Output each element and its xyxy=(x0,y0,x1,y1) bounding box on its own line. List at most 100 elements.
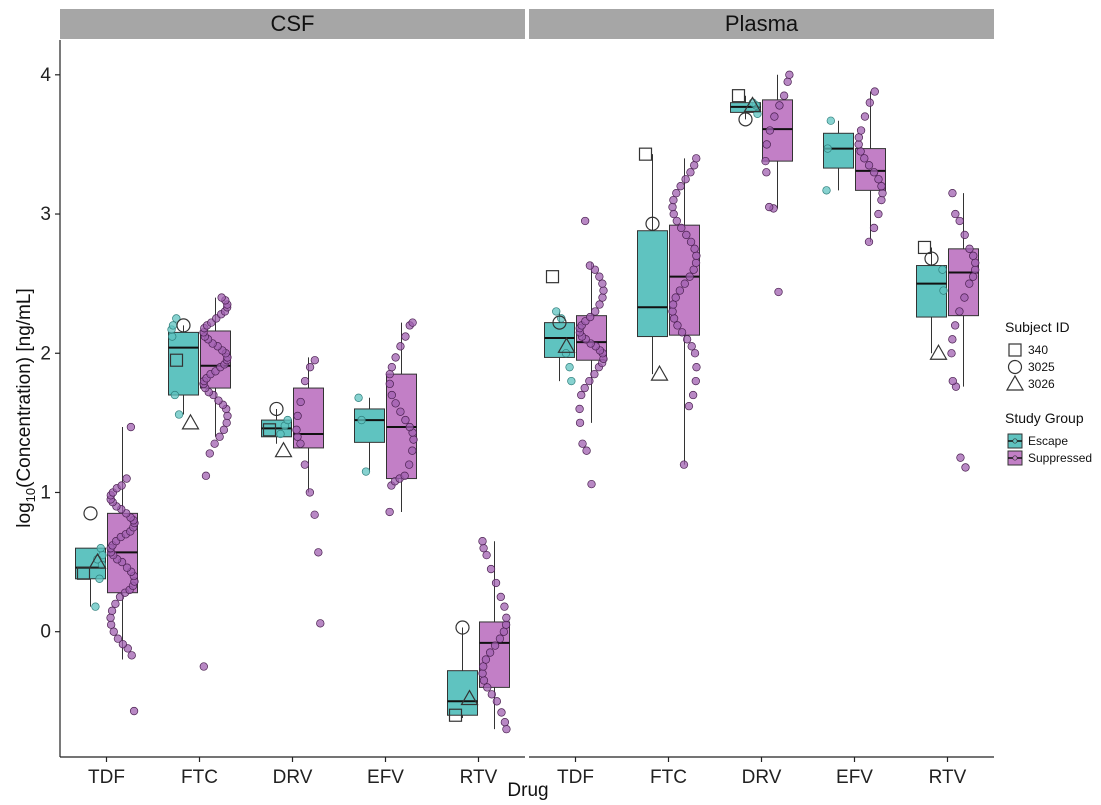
facet-label-plasma: Plasma xyxy=(725,11,799,36)
x-tick-label-rtv: RTV xyxy=(460,767,498,788)
point-csf-tdf-suppressed xyxy=(109,627,118,636)
box-plasma-efv-suppressed xyxy=(855,148,886,191)
point-plasma-efv-suppressed xyxy=(860,154,869,163)
point-csf-efv-suppressed xyxy=(385,369,394,379)
point-plasma-tdf-suppressed xyxy=(580,216,590,226)
facet-strip-plasma xyxy=(529,9,994,39)
point-csf-rtv-suppressed xyxy=(502,725,511,734)
point-csf-efv-suppressed xyxy=(396,342,405,351)
point-csf-rtv-suppressed xyxy=(492,697,502,706)
point-csf-rtv-suppressed xyxy=(478,537,487,546)
point-plasma-ftc-suppressed xyxy=(669,195,678,205)
point-plasma-ftc-suppressed xyxy=(668,307,677,316)
point-plasma-rtv-suppressed xyxy=(968,272,978,281)
point-plasma-ftc-suppressed xyxy=(669,209,678,219)
point-csf-drv-suppressed xyxy=(310,356,319,365)
point-csf-ftc-escape xyxy=(170,390,179,400)
x-tick-label-rtv: RTV xyxy=(929,767,967,788)
point-csf-drv-suppressed xyxy=(296,397,305,407)
point-plasma-tdf-suppressed xyxy=(585,376,594,386)
point-plasma-drv-suppressed xyxy=(785,70,794,79)
point-plasma-efv-suppressed xyxy=(877,182,886,191)
point-plasma-ftc-suppressed xyxy=(672,216,681,226)
point-plasma-tdf-suppressed xyxy=(577,390,586,400)
x-tick-label-efv: EFV xyxy=(367,767,404,788)
x-tick-label-tdf: TDF xyxy=(88,767,125,788)
point-plasma-drv-suppressed xyxy=(775,101,784,110)
point-plasma-tdf-suppressed xyxy=(575,418,585,428)
x-tick-label-ftc: FTC xyxy=(650,767,687,788)
subject-3026-marker xyxy=(181,413,200,430)
point-csf-ftc-escape xyxy=(174,410,184,419)
point-plasma-tdf-suppressed xyxy=(580,383,589,393)
legend-swatch-point xyxy=(1012,455,1018,461)
subject-3026-marker xyxy=(743,96,762,113)
point-plasma-ftc-suppressed xyxy=(690,161,699,170)
point-plasma-tdf-escape xyxy=(561,349,571,358)
y-tick-label: 4 xyxy=(40,65,51,86)
point-plasma-drv-suppressed xyxy=(761,156,770,166)
point-csf-rtv-suppressed xyxy=(500,718,510,727)
point-csf-efv-suppressed xyxy=(401,415,410,425)
point-csf-rtv-suppressed xyxy=(499,627,509,636)
point-plasma-efv-escape xyxy=(823,144,832,153)
point-plasma-rtv-suppressed xyxy=(948,335,957,344)
point-plasma-efv-suppressed xyxy=(869,168,879,177)
point-csf-ftc-escape xyxy=(168,321,178,330)
point-plasma-ftc-suppressed xyxy=(668,202,677,212)
legend-label-escape: Escape xyxy=(1028,434,1068,448)
point-plasma-ftc-suppressed xyxy=(671,293,680,302)
point-plasma-ftc-suppressed xyxy=(684,402,694,411)
legend-label-subject-3026: 3026 xyxy=(1028,377,1055,391)
point-plasma-rtv-suppressed xyxy=(965,244,974,253)
x-tick-label-drv: DRV xyxy=(742,767,782,788)
legend: Subject ID 340 3025 3026 Study Group Escape Su… xyxy=(1005,319,1092,466)
point-csf-rtv-suppressed xyxy=(481,655,491,664)
point-csf-drv-suppressed xyxy=(316,619,325,628)
point-plasma-ftc-suppressed xyxy=(692,363,701,372)
point-csf-efv-suppressed xyxy=(385,507,394,517)
legend-label-subject-340: 340 xyxy=(1028,343,1048,357)
point-plasma-ftc-suppressed xyxy=(682,335,692,344)
point-plasma-efv-suppressed xyxy=(878,188,887,198)
point-csf-drv-suppressed xyxy=(292,425,301,434)
point-plasma-ftc-suppressed xyxy=(690,244,699,253)
point-csf-ftc-suppressed xyxy=(223,411,232,421)
point-csf-tdf-escape xyxy=(91,602,100,611)
point-csf-tdf-escape xyxy=(95,574,104,583)
point-plasma-tdf-suppressed xyxy=(578,439,587,448)
point-plasma-rtv-suppressed xyxy=(969,251,978,260)
point-plasma-ftc-suppressed xyxy=(681,175,690,184)
point-plasma-rtv-escape xyxy=(939,286,948,295)
point-csf-tdf-suppressed xyxy=(111,599,120,609)
subject-3026-marker xyxy=(557,337,576,353)
subject-3026-marker xyxy=(929,344,948,360)
point-plasma-tdf-escape xyxy=(565,363,574,372)
point-plasma-ftc-suppressed xyxy=(688,390,698,400)
point-plasma-efv-suppressed xyxy=(874,175,883,184)
point-csf-efv-suppressed xyxy=(405,422,414,432)
point-csf-tdf-suppressed xyxy=(107,620,116,629)
legend-label-subject-3025: 3025 xyxy=(1028,360,1055,374)
point-plasma-tdf-suppressed xyxy=(590,369,599,379)
point-plasma-rtv-escape xyxy=(938,265,947,274)
point-plasma-drv-suppressed xyxy=(762,140,771,149)
point-plasma-ftc-suppressed xyxy=(680,279,689,288)
point-plasma-ftc-suppressed xyxy=(672,188,681,198)
point-csf-rtv-suppressed xyxy=(497,708,506,717)
point-csf-rtv-suppressed xyxy=(479,662,488,671)
point-plasma-drv-suppressed xyxy=(783,77,792,86)
point-plasma-ftc-suppressed xyxy=(676,182,685,191)
point-plasma-efv-suppressed xyxy=(870,87,879,96)
x-tick-label-tdf: TDF xyxy=(557,767,594,788)
point-csf-efv-escape xyxy=(357,415,366,425)
point-plasma-efv-suppressed xyxy=(854,140,863,149)
point-csf-drv-suppressed xyxy=(314,548,323,557)
point-csf-rtv-suppressed xyxy=(479,544,488,553)
point-plasma-tdf-suppressed xyxy=(575,404,584,414)
point-plasma-ftc-suppressed xyxy=(668,300,678,309)
point-plasma-rtv-suppressed xyxy=(965,279,974,288)
point-csf-ftc-suppressed xyxy=(219,425,229,434)
point-csf-efv-suppressed xyxy=(400,471,409,480)
point-plasma-ftc-suppressed xyxy=(685,272,694,281)
